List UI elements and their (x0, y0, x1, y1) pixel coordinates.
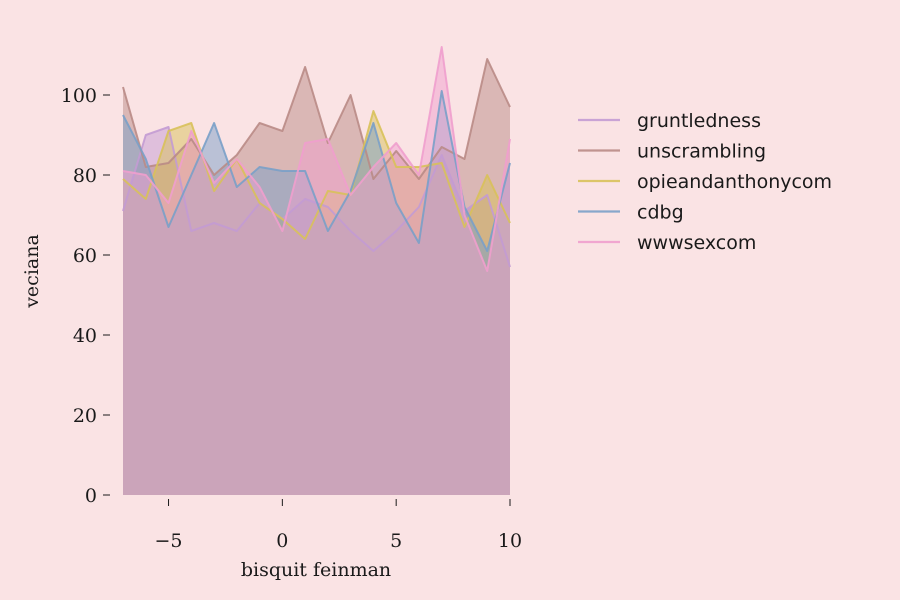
line-opieandanthonycom (122, 110, 511, 240)
line-cdbg (122, 90, 511, 252)
x-axis: −5 0 5 10 (155, 499, 522, 552)
legend-label-opieandanthonycom: opieandanthonycom (637, 171, 832, 193)
x-axis-label: bisquit feinman (241, 559, 391, 581)
legend-label-gruntledness: gruntledness (637, 110, 761, 132)
x-tick-label: 0 (276, 530, 288, 552)
y-tick-label: 60 (73, 245, 97, 267)
x-tick-label: 10 (498, 530, 522, 552)
x-tick-label: 5 (390, 530, 402, 552)
x-tick-label: −5 (155, 530, 183, 552)
legend-label-wwwsexcom: wwwsexcom (637, 232, 756, 254)
legend-label-unscrambling: unscrambling (637, 141, 766, 163)
series-lines (122, 46, 511, 272)
y-tick-label: 0 (85, 485, 97, 507)
area-wwwsexcom (123, 47, 510, 495)
series-areas (123, 47, 510, 495)
y-axis: 0 20 40 60 80 100 (61, 85, 110, 507)
y-axis-label: veciana (21, 234, 43, 309)
y-tick-label: 100 (61, 85, 97, 107)
legend: gruntledness unscrambling opieandanthonyco… (578, 110, 832, 254)
y-tick-label: 40 (73, 325, 97, 347)
y-tick-label: 20 (73, 405, 97, 427)
y-tick-label: 80 (73, 165, 97, 187)
line-wwwsexcom (122, 46, 511, 272)
legend-label-cdbg: cdbg (637, 202, 684, 224)
